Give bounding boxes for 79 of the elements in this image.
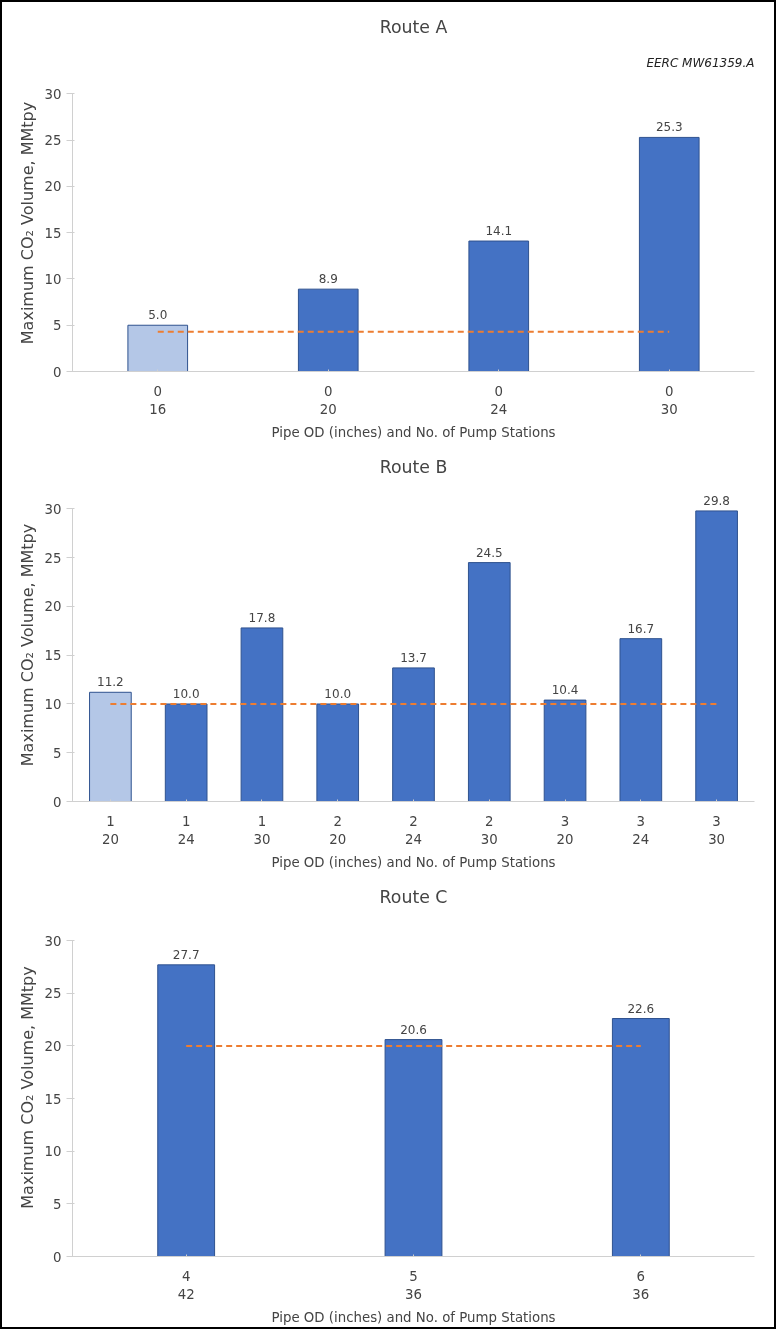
x-tick-label: 1 20 bbox=[101, 813, 119, 847]
bar bbox=[392, 667, 435, 802]
data-label: 8.9 bbox=[318, 272, 338, 287]
bar bbox=[127, 324, 189, 372]
chart-title: Route A bbox=[379, 16, 448, 37]
bar bbox=[611, 1018, 670, 1257]
bar bbox=[157, 964, 216, 1257]
y-tick-label: 5 bbox=[53, 1196, 62, 1212]
bar bbox=[240, 627, 284, 802]
x-tick-label: 1 30 bbox=[253, 813, 271, 847]
y-tick-label: 30 bbox=[44, 933, 62, 949]
bar bbox=[695, 510, 738, 802]
y-tick-label: 5 bbox=[53, 745, 62, 761]
y-tick-label: 15 bbox=[44, 1091, 62, 1107]
bar bbox=[164, 703, 208, 802]
x-tick-label: 2 30 bbox=[480, 813, 498, 847]
x-axis-title: Pipe OD (inches) and No. of Pump Stations bbox=[271, 1309, 556, 1325]
data-label: 5.0 bbox=[148, 308, 168, 323]
data-label: 24.5 bbox=[475, 545, 503, 560]
y-tick-label: 10 bbox=[44, 696, 62, 712]
bar bbox=[543, 699, 587, 802]
chart-title: Route C bbox=[379, 886, 448, 907]
x-tick-label: 0 20 bbox=[319, 383, 337, 417]
y-axis-title: Maximum CO₂ Volume, MMtpy bbox=[17, 523, 37, 767]
text: EERC MW61359.A bbox=[646, 55, 755, 70]
bar bbox=[297, 288, 359, 372]
x-tick-label: 2 24 bbox=[405, 813, 422, 847]
y-tick-label: 15 bbox=[44, 648, 62, 664]
x-tick-label: 2 20 bbox=[329, 813, 347, 847]
x-tick-label: 4 42 bbox=[177, 1268, 195, 1302]
bar bbox=[619, 638, 663, 802]
x-tick-label: 6 36 bbox=[632, 1268, 650, 1302]
y-tick-label: 20 bbox=[44, 179, 62, 195]
data-label: 20.6 bbox=[400, 1022, 427, 1037]
chart-title: Route B bbox=[379, 456, 448, 477]
x-tick-label: 0 16 bbox=[149, 383, 167, 417]
bar bbox=[467, 562, 511, 802]
y-axis-title: Maximum CO₂ Volume, MMtpy bbox=[17, 101, 37, 345]
y-tick-label: 30 bbox=[44, 86, 62, 102]
x-tick-label: 3 20 bbox=[556, 813, 574, 847]
bar bbox=[89, 691, 132, 802]
y-tick-label: 0 bbox=[53, 794, 62, 810]
bar bbox=[468, 240, 530, 372]
y-tick-label: 20 bbox=[44, 1038, 62, 1054]
data-label: 10.4 bbox=[551, 683, 579, 698]
x-tick-label: 5 36 bbox=[405, 1268, 422, 1302]
y-tick-label: 30 bbox=[44, 501, 62, 517]
y-tick-label: 5 bbox=[53, 318, 62, 334]
y-tick-label: 15 bbox=[44, 225, 62, 241]
x-tick-label: 3 30 bbox=[708, 813, 726, 847]
data-label: 29.8 bbox=[703, 493, 730, 508]
data-label: 16.7 bbox=[627, 621, 655, 636]
data-label: 13.7 bbox=[400, 650, 427, 665]
data-label: 27.7 bbox=[172, 947, 200, 962]
bar bbox=[638, 136, 700, 372]
y-tick-label: 20 bbox=[44, 599, 62, 615]
y-tick-label: 0 bbox=[53, 1249, 62, 1265]
x-tick-label: 3 24 bbox=[632, 813, 650, 847]
bar bbox=[316, 703, 360, 802]
x-tick-label: 0 30 bbox=[660, 383, 678, 417]
x-axis-title: Pipe OD (inches) and No. of Pump Stations bbox=[271, 854, 556, 870]
data-label: 17.8 bbox=[248, 610, 276, 625]
y-tick-label: 25 bbox=[44, 986, 62, 1002]
y-tick-label: 10 bbox=[44, 271, 62, 287]
x-tick-label: 0 24 bbox=[490, 383, 508, 417]
y-tick-label: 0 bbox=[53, 364, 62, 380]
data-label: 25.3 bbox=[655, 120, 683, 135]
data-label: 10.0 bbox=[324, 686, 352, 701]
y-tick-label: 25 bbox=[44, 133, 62, 149]
data-label: 22.6 bbox=[627, 1001, 655, 1016]
x-tick-label: 1 24 bbox=[177, 813, 195, 847]
bar bbox=[384, 1039, 443, 1257]
y-tick-label: 10 bbox=[44, 1144, 62, 1160]
data-label: 10.0 bbox=[172, 686, 200, 701]
y-axis-title: Maximum CO₂ Volume, MMtpy bbox=[17, 966, 37, 1209]
data-label: 11.2 bbox=[97, 675, 124, 690]
data-label: 14.1 bbox=[485, 224, 513, 239]
y-tick-label: 25 bbox=[44, 550, 62, 566]
x-axis-title: Pipe OD (inches) and No. of Pump Stations bbox=[271, 424, 556, 440]
